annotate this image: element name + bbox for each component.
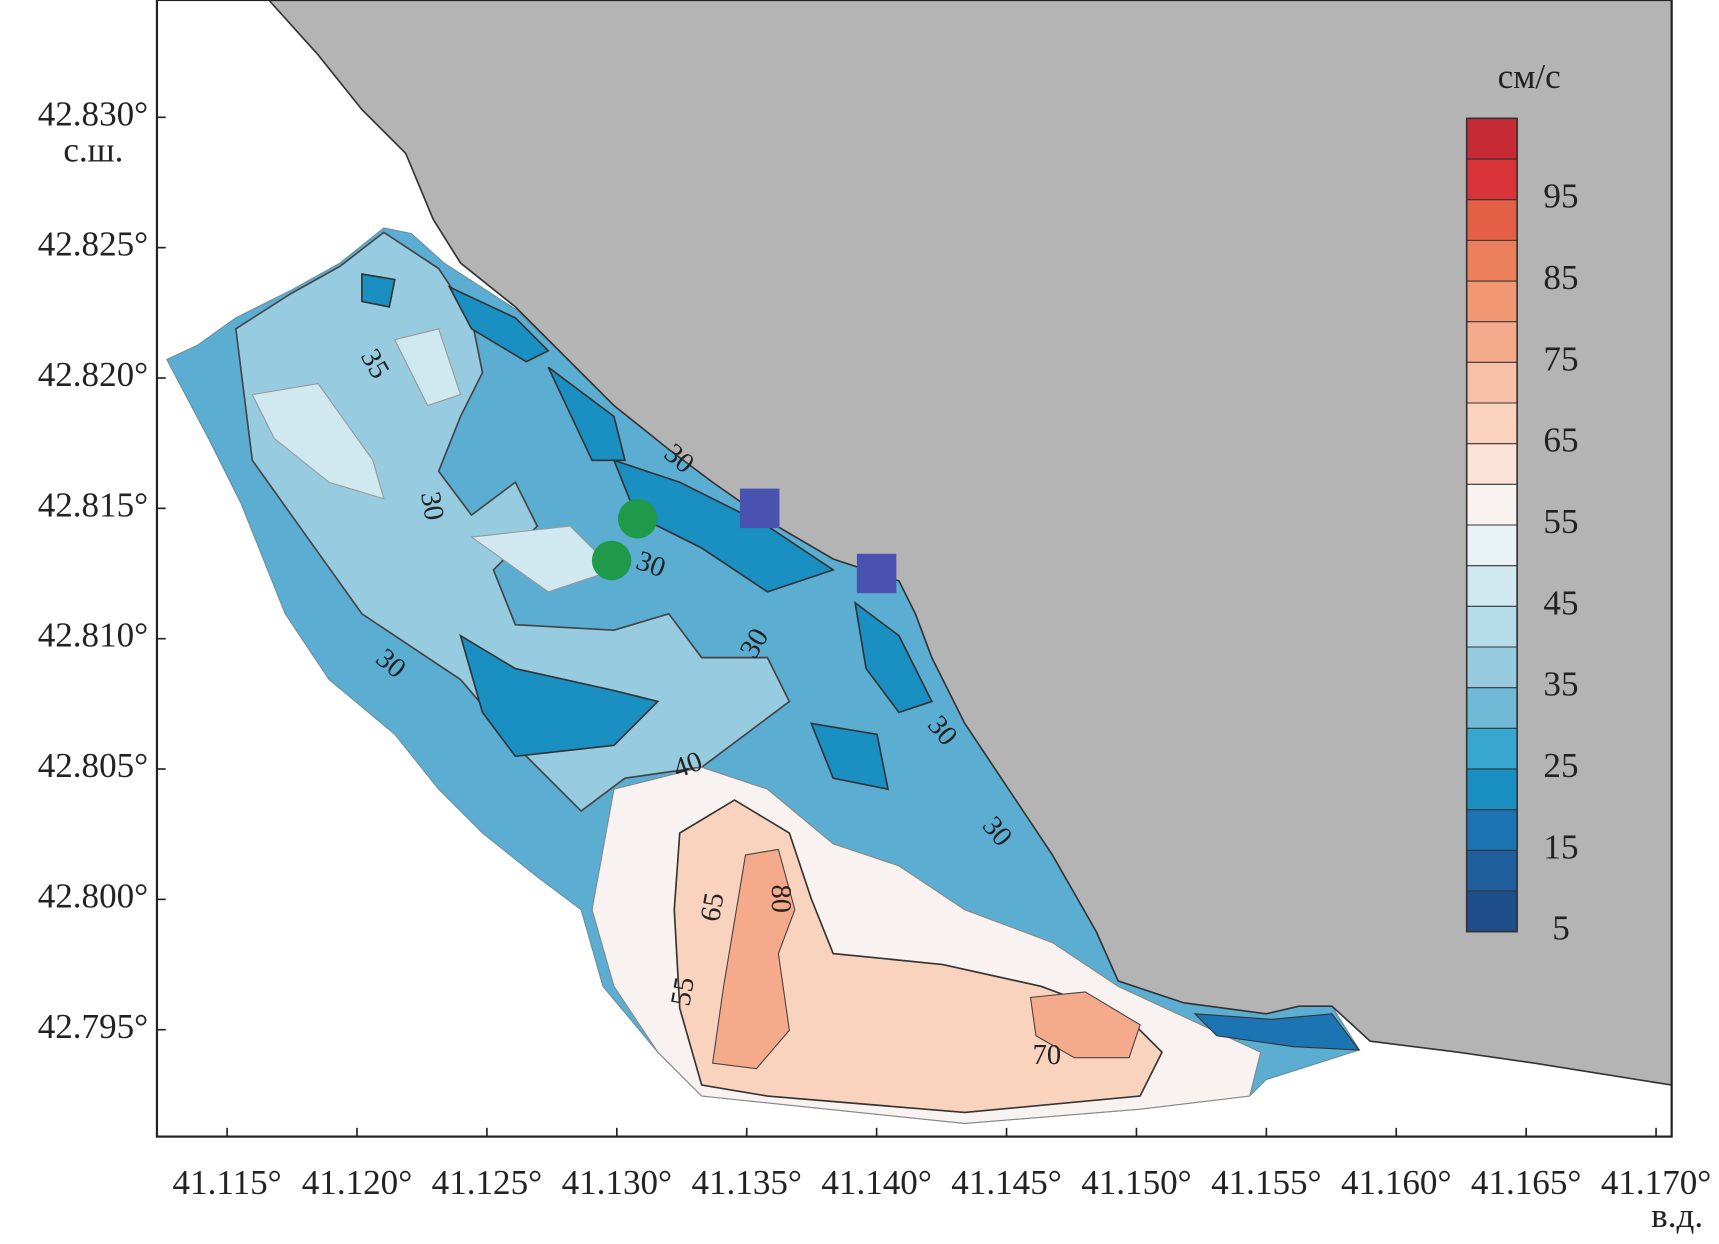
plot-frame — [155, 0, 1673, 1138]
hotter-zone — [712, 848, 1141, 1070]
y-tick-label: 42.825° — [38, 225, 148, 264]
colorbar-band — [1466, 281, 1518, 322]
colorbar-band — [1466, 525, 1518, 566]
land — [267, 0, 1673, 1087]
colorbar-tick-label: 25 — [1543, 746, 1578, 785]
colorbar-band — [1466, 443, 1518, 485]
colorbar-band — [1466, 768, 1518, 810]
colorbar-tick-label: 15 — [1543, 827, 1578, 866]
colorbar-tick-label: 55 — [1543, 502, 1578, 541]
colorbar-band — [1466, 646, 1518, 688]
station-circle — [617, 499, 658, 539]
colorbar-band — [1466, 687, 1518, 729]
x-tick-label: 41.115° — [173, 1163, 282, 1202]
lighter-zone — [251, 328, 616, 593]
x-tick-label: 41.165° — [1471, 1163, 1581, 1202]
colorbar-tick-label: 5 — [1552, 909, 1570, 948]
colorbar-title: см/с — [1498, 57, 1561, 96]
colorbar-band — [1466, 240, 1518, 282]
y-tick-label: 42.800° — [38, 876, 148, 915]
contour-label: 30 — [414, 489, 449, 522]
y-tick-label: 42.830° — [38, 94, 148, 133]
colorbar-band — [1466, 199, 1518, 241]
colorbar-band — [1466, 606, 1518, 647]
y-tick-label: 42.815° — [38, 485, 148, 524]
colorbar-tick-label: 95 — [1543, 177, 1578, 216]
contour-label: 80 — [765, 885, 796, 913]
colorbar-band — [1466, 565, 1518, 607]
colorbar-band — [1466, 403, 1518, 444]
colorbar-band — [1466, 809, 1518, 851]
colorbar-band — [1466, 728, 1518, 769]
dark-zone — [361, 273, 933, 791]
y-tick-label: 42.820° — [38, 355, 148, 394]
x-tick-label: 41.160° — [1341, 1163, 1451, 1202]
contour-label: 70 — [1033, 1040, 1061, 1071]
colorbar-band — [1466, 159, 1518, 200]
x-tick-label: 41.150° — [1081, 1163, 1191, 1202]
station-square — [856, 553, 897, 594]
colorbar-tick-label: 75 — [1543, 339, 1578, 378]
x-tick-label: 41.170° — [1601, 1163, 1711, 1202]
x-tick-label: 41.120° — [302, 1163, 412, 1202]
x-tick-label: 41.125° — [432, 1163, 542, 1202]
colorbar-frame — [1465, 117, 1518, 933]
station-square — [739, 488, 780, 529]
y-tick-label: 42.795° — [38, 1007, 148, 1046]
colorbar-tick-label: 35 — [1543, 665, 1578, 704]
colorbar-band — [1466, 118, 1518, 160]
colorbar-band — [1466, 484, 1518, 526]
colorbar-tick-label: 45 — [1543, 583, 1578, 622]
station-circle — [591, 540, 632, 581]
contour-label: 65 — [695, 890, 730, 923]
contour-label: 55 — [666, 975, 701, 1008]
y-tick-label: 42.805° — [38, 746, 148, 785]
y-tick-label: 42.810° — [38, 616, 148, 655]
colorbar-band — [1466, 362, 1518, 404]
coastal-band — [1193, 1013, 1361, 1051]
colorbar-tick-label: 85 — [1543, 258, 1578, 297]
x-axis-label: в.д. — [1651, 1196, 1703, 1235]
colorbar-band — [1466, 321, 1518, 363]
colorbar-band — [1466, 890, 1518, 932]
colorbar-band — [1466, 850, 1518, 891]
x-tick-label: 41.135° — [691, 1163, 801, 1202]
x-tick-label: 41.140° — [821, 1163, 931, 1202]
x-tick-label: 41.155° — [1211, 1163, 1321, 1202]
y-axis-label: с.ш. — [63, 130, 123, 169]
x-tick-label: 41.130° — [562, 1163, 672, 1202]
survey-area — [166, 227, 1361, 1124]
colorbar-tick-label: 65 — [1543, 421, 1578, 460]
x-tick-label: 41.145° — [951, 1163, 1061, 1202]
